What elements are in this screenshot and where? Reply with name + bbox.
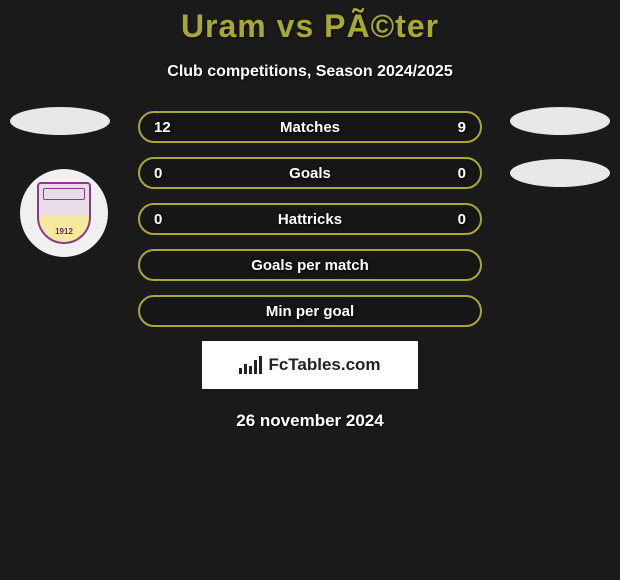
stat-left-value: 12 [154,119,171,136]
stat-left-value: 0 [154,165,162,182]
stat-label: Goals per match [140,257,480,274]
player-left-placeholder [10,107,110,135]
brand-box[interactable]: FcTables.com [202,341,418,389]
shield-icon [37,182,91,244]
club-left-badge [20,169,108,257]
comparison-card: Uram vs PÃ©ter Club competitions, Season… [0,0,620,431]
stat-row-hattricks: 0 Hattricks 0 [138,203,482,235]
stat-right-value: 9 [458,119,466,136]
brand-text: FcTables.com [268,355,380,375]
subtitle: Club competitions, Season 2024/2025 [0,63,620,81]
stat-row-matches: 12 Matches 9 [138,111,482,143]
date-line: 26 november 2024 [0,411,620,431]
stat-right-value: 0 [458,165,466,182]
stat-row-min-per-goal: Min per goal [138,295,482,327]
stat-rows: 12 Matches 9 0 Goals 0 0 Hattricks 0 Goa… [138,111,482,327]
player-right-placeholder [510,107,610,135]
bars-icon [239,356,262,374]
stat-row-goals: 0 Goals 0 [138,157,482,189]
stat-label: Goals [140,165,480,182]
stat-label: Matches [140,119,480,136]
stats-area: 12 Matches 9 0 Goals 0 0 Hattricks 0 Goa… [0,111,620,431]
stat-label: Hattricks [140,211,480,228]
stat-right-value: 0 [458,211,466,228]
stat-row-goals-per-match: Goals per match [138,249,482,281]
page-title: Uram vs PÃ©ter [0,8,620,45]
club-right-placeholder [510,159,610,187]
stat-label: Min per goal [140,303,480,320]
stat-left-value: 0 [154,211,162,228]
